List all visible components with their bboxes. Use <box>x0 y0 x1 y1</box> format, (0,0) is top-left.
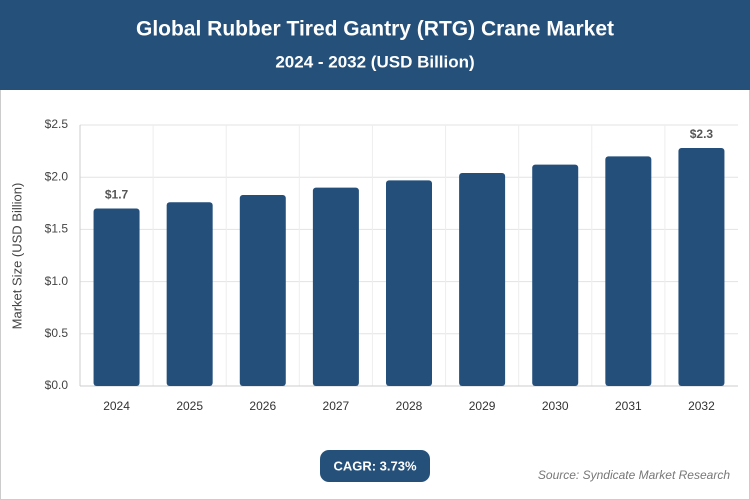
x-tick-label: 2024 <box>103 399 130 413</box>
bar <box>605 156 652 386</box>
value-label: $1.7 <box>105 188 129 202</box>
x-tick-label: 2026 <box>249 399 276 413</box>
bar <box>532 164 579 386</box>
x-tick-label: 2029 <box>469 399 496 413</box>
chart-title: Global Rubber Tired Gantry (RTG) Crane M… <box>136 18 614 41</box>
bar <box>166 202 213 386</box>
source: Source: Syndicate Market Research <box>538 468 730 482</box>
x-tick-label: 2025 <box>176 399 203 413</box>
bar <box>386 180 432 386</box>
y-tick-label: $0.5 <box>45 326 69 340</box>
x-tick-label: 2028 <box>396 399 423 413</box>
chart-subtitle: 2024 - 2032 (USD Billion) <box>275 52 474 71</box>
y-tick-label: $0.0 <box>45 378 69 392</box>
y-tick-label: $2.0 <box>45 169 69 183</box>
x-tick-label: 2031 <box>615 399 642 413</box>
bar <box>459 173 506 386</box>
bar <box>93 208 140 386</box>
cagr-text: CAGR: 3.73% <box>333 458 417 473</box>
bar <box>239 194 286 386</box>
cagr-badge <box>320 450 430 482</box>
y-axis-title: Market Size (USD Billion) <box>9 183 24 330</box>
y-tick-label: $1.0 <box>45 274 69 288</box>
header <box>0 0 750 90</box>
x-tick-label: 2030 <box>542 399 569 413</box>
bar <box>312 187 359 386</box>
x-tick-label: 2027 <box>323 399 350 413</box>
x-tick-label: 2032 <box>688 399 715 413</box>
bar <box>678 147 725 386</box>
y-tick-label: $2.5 <box>45 117 69 131</box>
y-tick-label: $1.5 <box>45 222 69 236</box>
value-label: $2.3 <box>690 127 714 141</box>
